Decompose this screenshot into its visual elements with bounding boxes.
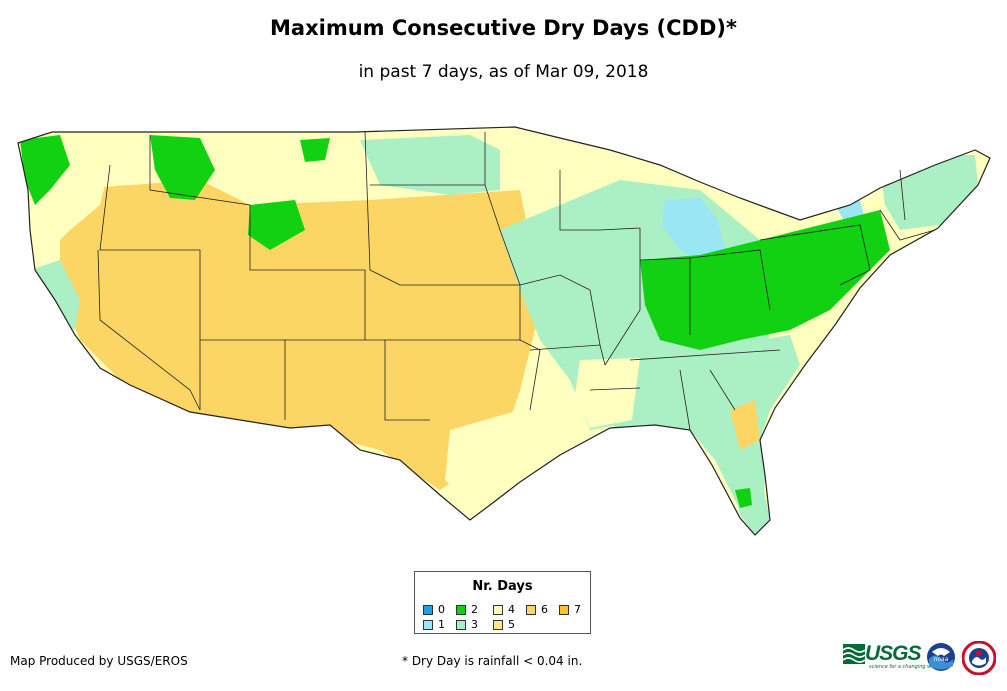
legend-swatch: [559, 604, 569, 615]
region-1-day-michigan: [662, 198, 725, 260]
producer-credit: Map Produced by USGS/EROS: [10, 654, 188, 668]
state-boundaries: [17, 126, 991, 536]
region-6-days-west: [60, 180, 540, 490]
legend-item-3: 3: [456, 618, 478, 631]
usgs-wave-icon: [843, 644, 865, 664]
legend-swatch: [493, 619, 503, 630]
noaa-logo: noaa: [927, 643, 955, 671]
legend-swatch: [456, 619, 466, 630]
legend-item-0: 0: [423, 603, 445, 616]
legend-swatch: [493, 604, 503, 615]
noaa-wordmark: noaa: [934, 656, 949, 663]
legend-label: 6: [541, 603, 548, 616]
nws-logo: [962, 641, 996, 675]
usgs-logo: USGS: [843, 642, 922, 665]
map-subtitle: in past 7 days, as of Mar 09, 2018: [358, 62, 649, 82]
legend-label: 3: [471, 618, 478, 631]
usgs-tagline: science for a changing world: [869, 664, 941, 670]
dry-day-footnote: * Dry Day is rainfall < 0.04 in.: [402, 654, 583, 668]
legend-item-1: 1: [423, 618, 445, 631]
legend-label: 4: [508, 603, 515, 616]
legend-item-6: 6: [526, 603, 548, 616]
legend: Nr. Days 0 1 2 3 4 5 6 7: [414, 571, 591, 634]
region-2-days-northwest: [20, 135, 70, 205]
legend-item-2: 2: [456, 603, 478, 616]
cdd-map: [17, 126, 991, 536]
usgs-wordmark: USGS: [865, 642, 922, 665]
map-title: Maximum Consecutive Dry Days (CDD)*: [270, 16, 737, 40]
legend-item-5: 5: [493, 618, 515, 631]
legend-label: 7: [574, 603, 581, 616]
legend-label: 5: [508, 618, 515, 631]
legend-swatch: [456, 604, 466, 615]
legend-label: 0: [438, 603, 445, 616]
legend-title: Nr. Days: [472, 579, 533, 594]
legend-swatch: [423, 604, 433, 615]
legend-item-7: 7: [559, 603, 581, 616]
legend-label: 1: [438, 618, 445, 631]
legend-swatch: [526, 604, 536, 615]
legend-item-4: 4: [493, 603, 515, 616]
legend-label: 2: [471, 603, 478, 616]
legend-swatch: [423, 619, 433, 630]
